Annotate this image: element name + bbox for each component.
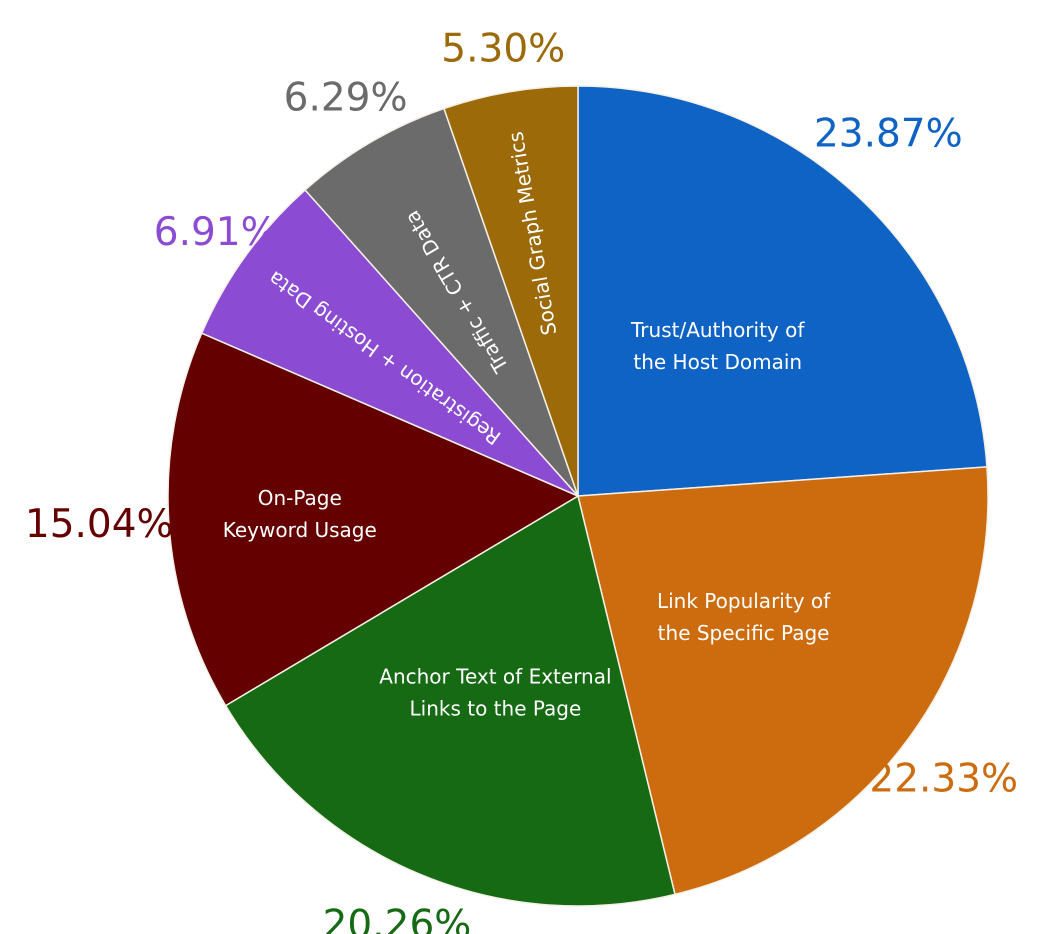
- percentage-label: 5.30%: [441, 27, 565, 72]
- pie-slice: [200, 188, 579, 497]
- pie-slices: [167, 85, 989, 907]
- percentage-label: 22.33%: [869, 757, 1018, 802]
- slice-label: Anchor Text of External Links to the Page: [379, 665, 611, 721]
- percentage-label: 6.29%: [284, 75, 408, 120]
- percentage-label: 20.26%: [323, 902, 472, 934]
- percentage-label: 6.91%: [154, 210, 278, 255]
- percentage-label: 23.87%: [814, 111, 963, 156]
- pie-slice: [304, 107, 579, 497]
- slice-label: Link Popularity of the Specific Page: [657, 589, 831, 645]
- pie-slice: [577, 466, 989, 896]
- percentage-labels: 23.87% 22.33% 20.26% 15.04% 6.91% 6.29% 5.30%: [25, 27, 1018, 934]
- slice-label: On-Page Keyword Usage: [223, 486, 377, 542]
- pie-slice: [577, 85, 988, 497]
- pie-slice: [443, 85, 579, 497]
- pie-slice: [167, 332, 580, 707]
- pie-slice: [224, 494, 676, 907]
- slice-label: Trust/Authority of the Host Domain: [630, 318, 805, 374]
- percentage-label: 15.04%: [25, 502, 174, 547]
